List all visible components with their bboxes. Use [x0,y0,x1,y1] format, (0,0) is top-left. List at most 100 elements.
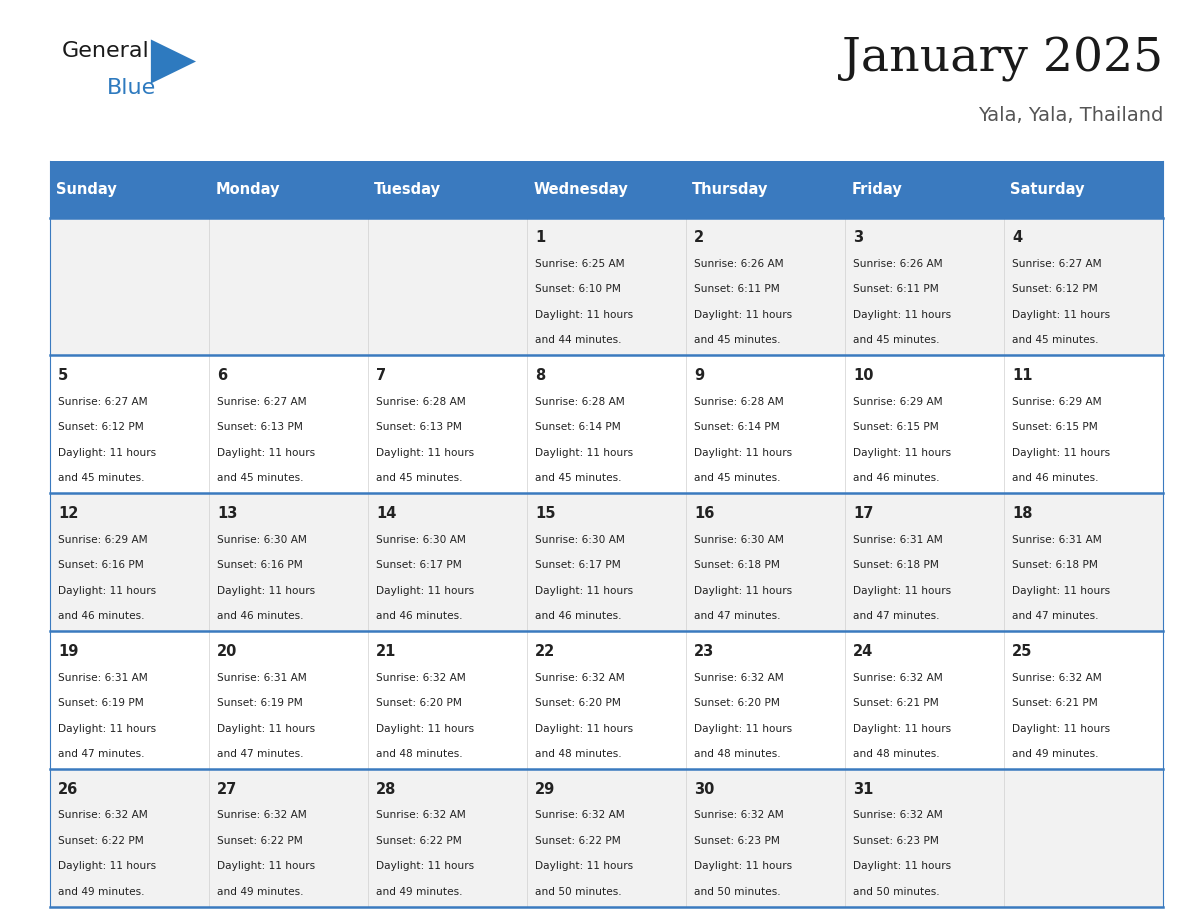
Text: and 47 minutes.: and 47 minutes. [694,611,781,621]
Text: Sunset: 6:11 PM: Sunset: 6:11 PM [694,285,779,295]
Text: Sunset: 6:23 PM: Sunset: 6:23 PM [694,836,779,846]
Text: 17: 17 [853,506,873,521]
Bar [209,161,368,218]
Text: Sunset: 6:16 PM: Sunset: 6:16 PM [217,560,303,570]
Text: 25: 25 [1012,644,1032,658]
Text: Sunrise: 6:32 AM: Sunrise: 6:32 AM [853,811,943,821]
Text: Daylight: 11 hours: Daylight: 11 hours [535,723,633,733]
Text: 8: 8 [535,368,545,383]
Text: Daylight: 11 hours: Daylight: 11 hours [375,861,474,871]
Text: Sunset: 6:13 PM: Sunset: 6:13 PM [217,422,303,432]
Text: Tuesday: Tuesday [374,182,441,196]
Bar [368,161,527,218]
Text: Sunrise: 6:25 AM: Sunrise: 6:25 AM [535,259,625,269]
Text: 31: 31 [853,781,873,797]
Text: Sunrise: 6:27 AM: Sunrise: 6:27 AM [217,397,307,407]
Text: 10: 10 [853,368,873,383]
Text: 4: 4 [1012,230,1022,245]
Text: and 46 minutes.: and 46 minutes. [375,611,462,621]
Text: Sunrise: 6:31 AM: Sunrise: 6:31 AM [1012,534,1101,544]
Bar [527,161,685,218]
Text: Sunset: 6:15 PM: Sunset: 6:15 PM [853,422,939,432]
Text: Sunrise: 6:28 AM: Sunrise: 6:28 AM [694,397,784,407]
Text: and 47 minutes.: and 47 minutes. [217,749,303,759]
Text: Sunset: 6:14 PM: Sunset: 6:14 PM [535,422,620,432]
Text: Daylight: 11 hours: Daylight: 11 hours [853,310,952,320]
Text: 27: 27 [217,781,238,797]
Text: Daylight: 11 hours: Daylight: 11 hours [694,448,792,458]
Text: Sunrise: 6:26 AM: Sunrise: 6:26 AM [853,259,942,269]
Text: and 48 minutes.: and 48 minutes. [375,749,462,759]
Text: Daylight: 11 hours: Daylight: 11 hours [58,723,156,733]
Text: Daylight: 11 hours: Daylight: 11 hours [694,310,792,320]
Text: Sunset: 6:18 PM: Sunset: 6:18 PM [1012,560,1098,570]
Text: 29: 29 [535,781,555,797]
Text: and 49 minutes.: and 49 minutes. [217,887,303,897]
Text: and 48 minutes.: and 48 minutes. [694,749,781,759]
Text: Daylight: 11 hours: Daylight: 11 hours [58,586,156,596]
Text: Daylight: 11 hours: Daylight: 11 hours [375,723,474,733]
Text: Sunrise: 6:31 AM: Sunrise: 6:31 AM [853,534,943,544]
Text: Sunset: 6:20 PM: Sunset: 6:20 PM [694,698,779,708]
Bar [50,493,1163,632]
Bar [685,161,845,218]
Text: Daylight: 11 hours: Daylight: 11 hours [694,586,792,596]
Text: Friday: Friday [852,182,902,196]
Text: 5: 5 [58,368,68,383]
Bar [50,769,1163,907]
Text: Sunset: 6:11 PM: Sunset: 6:11 PM [853,285,939,295]
Text: 24: 24 [853,644,873,658]
Text: Sunrise: 6:29 AM: Sunrise: 6:29 AM [853,397,942,407]
Text: and 45 minutes.: and 45 minutes. [58,474,145,484]
Text: 16: 16 [694,506,714,521]
Text: Daylight: 11 hours: Daylight: 11 hours [217,448,315,458]
Bar [50,218,1163,355]
Bar [845,161,1004,218]
Text: Sunset: 6:21 PM: Sunset: 6:21 PM [1012,698,1098,708]
Text: Sunrise: 6:29 AM: Sunrise: 6:29 AM [1012,397,1101,407]
Text: Sunset: 6:19 PM: Sunset: 6:19 PM [217,698,303,708]
Text: 14: 14 [375,506,397,521]
Text: and 45 minutes.: and 45 minutes. [694,474,781,484]
Text: Daylight: 11 hours: Daylight: 11 hours [694,861,792,871]
Text: Daylight: 11 hours: Daylight: 11 hours [58,448,156,458]
Text: Daylight: 11 hours: Daylight: 11 hours [1012,723,1110,733]
Text: and 50 minutes.: and 50 minutes. [535,887,621,897]
Text: Thursday: Thursday [693,182,769,196]
Text: 13: 13 [217,506,238,521]
Text: Sunrise: 6:31 AM: Sunrise: 6:31 AM [217,673,307,683]
Text: and 48 minutes.: and 48 minutes. [535,749,621,759]
Text: Daylight: 11 hours: Daylight: 11 hours [217,586,315,596]
Text: Daylight: 11 hours: Daylight: 11 hours [853,586,952,596]
Text: 21: 21 [375,644,397,658]
Text: and 47 minutes.: and 47 minutes. [58,749,145,759]
Text: and 49 minutes.: and 49 minutes. [1012,749,1099,759]
Text: 3: 3 [853,230,864,245]
Bar [1004,161,1163,218]
Text: Daylight: 11 hours: Daylight: 11 hours [535,448,633,458]
Text: Sunset: 6:22 PM: Sunset: 6:22 PM [58,836,144,846]
Text: Daylight: 11 hours: Daylight: 11 hours [217,723,315,733]
Text: Sunrise: 6:31 AM: Sunrise: 6:31 AM [58,673,147,683]
Text: and 50 minutes.: and 50 minutes. [694,887,781,897]
Text: Sunset: 6:16 PM: Sunset: 6:16 PM [58,560,144,570]
Text: Daylight: 11 hours: Daylight: 11 hours [58,861,156,871]
Text: Sunrise: 6:29 AM: Sunrise: 6:29 AM [58,534,147,544]
Text: Daylight: 11 hours: Daylight: 11 hours [853,861,952,871]
Text: Daylight: 11 hours: Daylight: 11 hours [535,861,633,871]
Text: Sunrise: 6:32 AM: Sunrise: 6:32 AM [853,673,943,683]
Text: 2: 2 [694,230,704,245]
Text: General: General [62,41,150,62]
Text: 11: 11 [1012,368,1032,383]
Text: Sunset: 6:19 PM: Sunset: 6:19 PM [58,698,144,708]
Text: Sunrise: 6:28 AM: Sunrise: 6:28 AM [535,397,625,407]
Text: and 47 minutes.: and 47 minutes. [853,611,940,621]
Bar [50,632,1163,769]
Text: and 46 minutes.: and 46 minutes. [853,474,940,484]
Text: Sunrise: 6:32 AM: Sunrise: 6:32 AM [535,811,625,821]
Text: and 49 minutes.: and 49 minutes. [58,887,145,897]
Text: Sunrise: 6:32 AM: Sunrise: 6:32 AM [217,811,307,821]
Text: Sunset: 6:10 PM: Sunset: 6:10 PM [535,285,621,295]
Text: Sunrise: 6:32 AM: Sunrise: 6:32 AM [375,673,466,683]
Text: Daylight: 11 hours: Daylight: 11 hours [1012,586,1110,596]
